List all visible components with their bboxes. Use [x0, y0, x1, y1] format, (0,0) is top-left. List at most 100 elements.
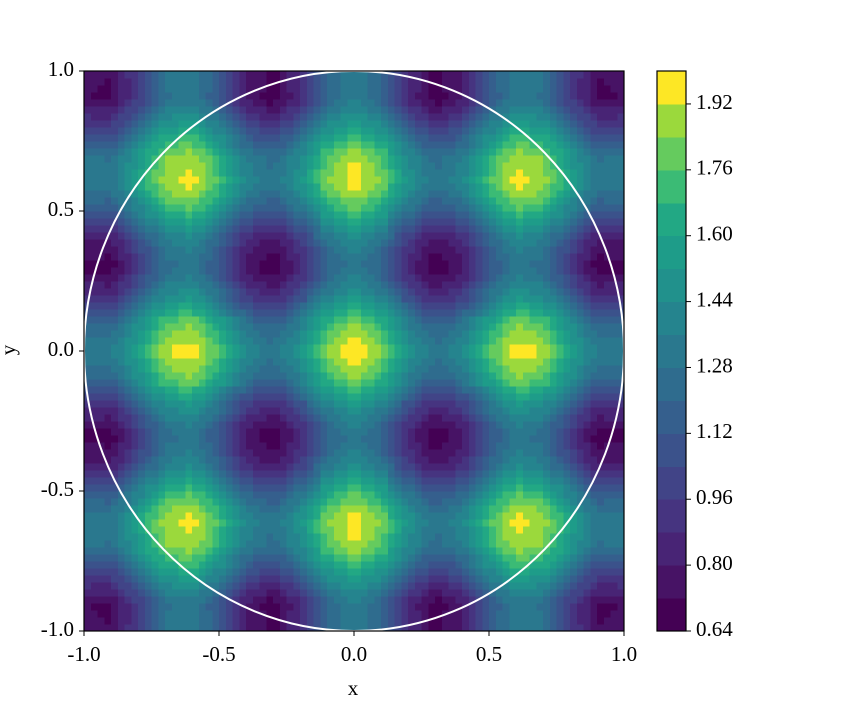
contour-cell: [124, 547, 132, 555]
contour-cell: [529, 561, 537, 569]
contour-cell: [333, 400, 342, 408]
contour-cell: [327, 589, 335, 597]
contour-cell: [198, 442, 207, 450]
contour-cell: [97, 568, 105, 576]
contour-cell: [482, 281, 490, 289]
contour-cell: [273, 295, 281, 303]
contour-cell: [320, 260, 328, 268]
contour-cell: [435, 463, 443, 471]
contour-cell: [340, 526, 348, 534]
contour-cell: [597, 337, 605, 345]
contour-cell: [198, 582, 207, 590]
contour-cell: [367, 190, 375, 198]
contour-cell: [482, 379, 490, 387]
contour-cell: [394, 561, 402, 569]
contour-cell: [509, 316, 517, 324]
contour-cell: [590, 484, 598, 492]
contour-cell: [198, 610, 207, 618]
contour-cell: [225, 624, 234, 632]
contour-cell: [475, 365, 483, 373]
contour-cell: [374, 400, 382, 408]
contour-cell: [306, 330, 315, 338]
contour-cell: [536, 372, 544, 380]
contour-cell: [124, 379, 132, 387]
contour-cell: [610, 547, 618, 555]
contour-cell: [475, 484, 483, 492]
contour-cell: [266, 344, 274, 352]
contour-cell: [90, 575, 99, 583]
contour-cell: [502, 239, 510, 247]
contour-cell: [131, 365, 139, 373]
contour-cell: [502, 449, 510, 457]
contour-cell: [597, 421, 605, 429]
contour-cell: [597, 309, 605, 317]
contour-cell: [266, 239, 274, 247]
contour-cell: [549, 498, 558, 506]
contour-cell: [543, 211, 551, 219]
contour-cell: [414, 428, 423, 436]
contour-cell: [516, 337, 524, 345]
contour-cell: [367, 274, 375, 282]
contour-cell: [232, 281, 240, 289]
contour-cell: [435, 589, 443, 597]
contour-cell: [198, 358, 207, 366]
contour-cell: [475, 582, 483, 590]
contour-cell: [178, 281, 186, 289]
contour-cell: [360, 218, 369, 226]
contour-cell: [482, 561, 490, 569]
contour-cell: [597, 239, 605, 247]
contour-cell: [252, 505, 261, 513]
contour-cell: [489, 288, 497, 296]
contour-cell: [273, 323, 281, 331]
contour-cell: [266, 274, 274, 282]
contour-cell: [347, 554, 355, 562]
contour-cell: [401, 309, 409, 317]
contour-cell: [394, 197, 402, 205]
contour-cell: [300, 414, 308, 422]
contour-cell: [468, 505, 477, 513]
contour-cell: [340, 554, 348, 562]
contour-cell: [327, 281, 335, 289]
contour-cell: [239, 197, 247, 205]
contour-cell: [266, 358, 274, 366]
contour-cell: [509, 421, 517, 429]
contour-cell: [239, 400, 247, 408]
contour-cell: [327, 225, 335, 233]
contour-cell: [117, 400, 126, 408]
contour-cell: [617, 344, 625, 352]
contour-cell: [286, 617, 294, 625]
contour-cell: [394, 491, 402, 499]
contour-cell: [414, 260, 423, 268]
contour-cell: [468, 344, 477, 352]
contour-cell: [286, 365, 294, 373]
contour-cell: [354, 246, 362, 254]
contour-cell: [610, 295, 618, 303]
contour-cell: [414, 470, 423, 478]
contour-cell: [462, 267, 470, 275]
contour-cell: [610, 596, 618, 604]
contour-cell: [387, 316, 396, 324]
contour-cell: [320, 610, 328, 618]
contour-cell: [205, 211, 213, 219]
contour-cell: [549, 239, 558, 247]
contour-cell: [171, 547, 180, 555]
contour-cell: [117, 239, 126, 247]
contour-cell: [124, 512, 132, 520]
contour-cell: [212, 526, 220, 534]
contour-cell: [617, 211, 625, 219]
contour-cell: [212, 456, 220, 464]
contour-cell: [293, 400, 301, 408]
contour-cell: [97, 393, 105, 401]
contour-cell: [158, 393, 166, 401]
contour-cell: [603, 624, 612, 632]
contour-cell: [300, 505, 308, 513]
contour-cell: [111, 540, 119, 548]
contour-cell: [556, 379, 564, 387]
contour-cell: [576, 211, 585, 219]
contour-cell: [408, 281, 416, 289]
contour-cell: [144, 463, 153, 471]
contour-cell: [543, 253, 551, 261]
contour-cell: [239, 421, 247, 429]
contour-cell: [441, 575, 450, 583]
contour-cell: [475, 211, 483, 219]
